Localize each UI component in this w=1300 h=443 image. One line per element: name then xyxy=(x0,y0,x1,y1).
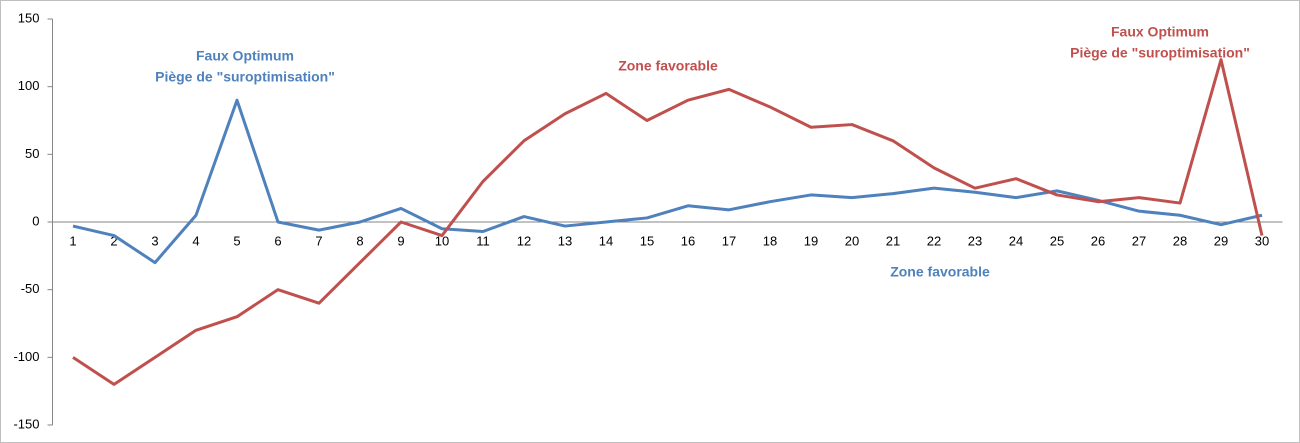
y-tick-label: -50 xyxy=(21,281,40,296)
x-tick-label: 18 xyxy=(763,233,777,248)
annotation: Zone favorable xyxy=(618,58,718,74)
x-tick-label: 12 xyxy=(517,233,531,248)
x-tick-label: 24 xyxy=(1009,233,1023,248)
x-tick-label: 23 xyxy=(968,233,982,248)
y-tick-label: 0 xyxy=(32,213,39,228)
x-tick-label: 14 xyxy=(599,233,613,248)
x-tick-label: 17 xyxy=(722,233,736,248)
x-tick-label: 4 xyxy=(192,233,199,248)
x-tick-label: 28 xyxy=(1173,233,1187,248)
x-tick-label: 3 xyxy=(151,233,158,248)
x-tick-label: 8 xyxy=(356,233,363,248)
x-tick-label: 1 xyxy=(69,233,76,248)
series-line xyxy=(72,58,1264,386)
y-tick-label: 150 xyxy=(18,10,40,25)
annotation: Piège de "suroptimisation" xyxy=(155,69,335,85)
series-line xyxy=(72,98,1263,265)
x-tick-label: 21 xyxy=(886,233,900,248)
annotation: Zone favorable xyxy=(890,264,990,280)
x-tick-label: 25 xyxy=(1050,233,1064,248)
y-tick-label: 100 xyxy=(18,78,40,93)
x-tick-label: 30 xyxy=(1255,233,1269,248)
annotation: Piège de "suroptimisation" xyxy=(1070,45,1250,61)
x-tick-label: 19 xyxy=(804,233,818,248)
x-tick-label: 6 xyxy=(274,233,281,248)
x-tick-label: 27 xyxy=(1132,233,1146,248)
x-tick-label: 20 xyxy=(845,233,859,248)
x-tick-label: 10 xyxy=(435,233,449,248)
x-tick-label: 13 xyxy=(558,233,572,248)
x-tick-label: 29 xyxy=(1214,233,1228,248)
y-tick-label: -100 xyxy=(13,349,39,364)
x-tick-label: 9 xyxy=(397,233,404,248)
x-tick-label: 11 xyxy=(476,233,490,248)
x-tick-label: 22 xyxy=(927,233,941,248)
x-tick-label: 2 xyxy=(110,233,117,248)
annotation: Faux Optimum xyxy=(196,48,294,64)
x-tick-label: 15 xyxy=(640,233,654,248)
x-tick-label: 26 xyxy=(1091,233,1105,248)
y-tick-label: -150 xyxy=(13,416,39,431)
x-tick-label: 5 xyxy=(233,233,240,248)
x-tick-label: 16 xyxy=(681,233,695,248)
annotation: Faux Optimum xyxy=(1111,24,1209,40)
y-tick-label: 50 xyxy=(25,146,39,161)
x-tick-label: 7 xyxy=(315,233,322,248)
